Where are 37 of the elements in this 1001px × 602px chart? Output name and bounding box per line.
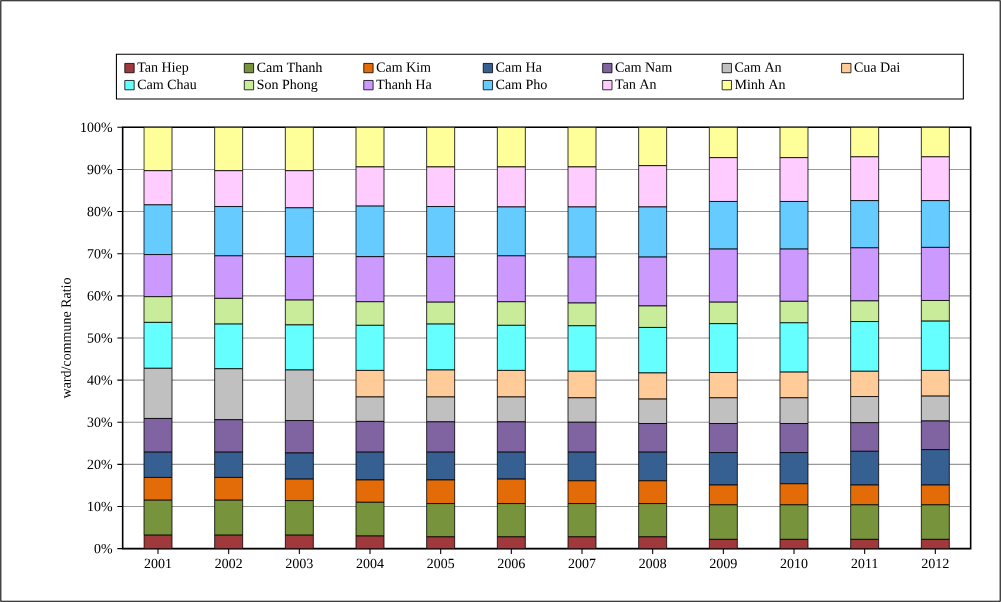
legend-label: Thanh Ha [376, 79, 432, 90]
x-tick-label: 2005 [427, 558, 455, 569]
y-tick-label: 100% [81, 122, 113, 133]
y-tick-label: 80% [87, 206, 113, 217]
legend-label: Cam Thanh [257, 62, 323, 73]
x-tick-label: 2008 [639, 558, 667, 569]
legend-label: Tan Hiep [137, 62, 189, 75]
y-tick-label: 90% [87, 164, 113, 175]
x-tick-label: 2003 [285, 558, 313, 569]
legend-label: Minh An [734, 79, 786, 89]
x-tick-label: 2001 [144, 558, 172, 569]
x-tick-label: 2011 [851, 558, 878, 569]
y-tick-label: 40% [87, 375, 113, 385]
y-tick-label: 30% [87, 417, 113, 428]
legend-label: Cam Pho [496, 79, 547, 90]
y-tick-label: 10% [88, 501, 113, 512]
legend-label: Son Phong [257, 79, 318, 92]
x-tick-label: 2006 [497, 558, 525, 569]
legend-label: Cua Dai [854, 62, 900, 72]
x-tick-label: 2012 [921, 558, 949, 569]
x-tick-label: 2002 [215, 558, 242, 569]
legend-label: Cam Chau [137, 79, 197, 90]
y-tick-label: 20% [87, 459, 113, 470]
y-tick-label: 70% [87, 248, 113, 259]
legend-label: Cam Ha [496, 62, 542, 72]
x-tick-label: 2007 [568, 558, 596, 569]
x-tick-label: 2004 [356, 558, 384, 569]
y-tick-label: 60% [87, 291, 113, 301]
legend-label: Cam Kim [376, 62, 431, 72]
y-tick-label: 50% [87, 333, 113, 343]
x-tick-label: 2009 [709, 558, 737, 569]
x-tick-label: 2010 [780, 558, 808, 569]
legend-label: Cam Nam [615, 62, 673, 72]
legend-label: Tan An [615, 79, 657, 89]
y-tick-label: 0% [94, 543, 113, 554]
legend-label: Cam An [735, 62, 782, 72]
y-axis-title: ward/commune Ratio [60, 278, 71, 399]
